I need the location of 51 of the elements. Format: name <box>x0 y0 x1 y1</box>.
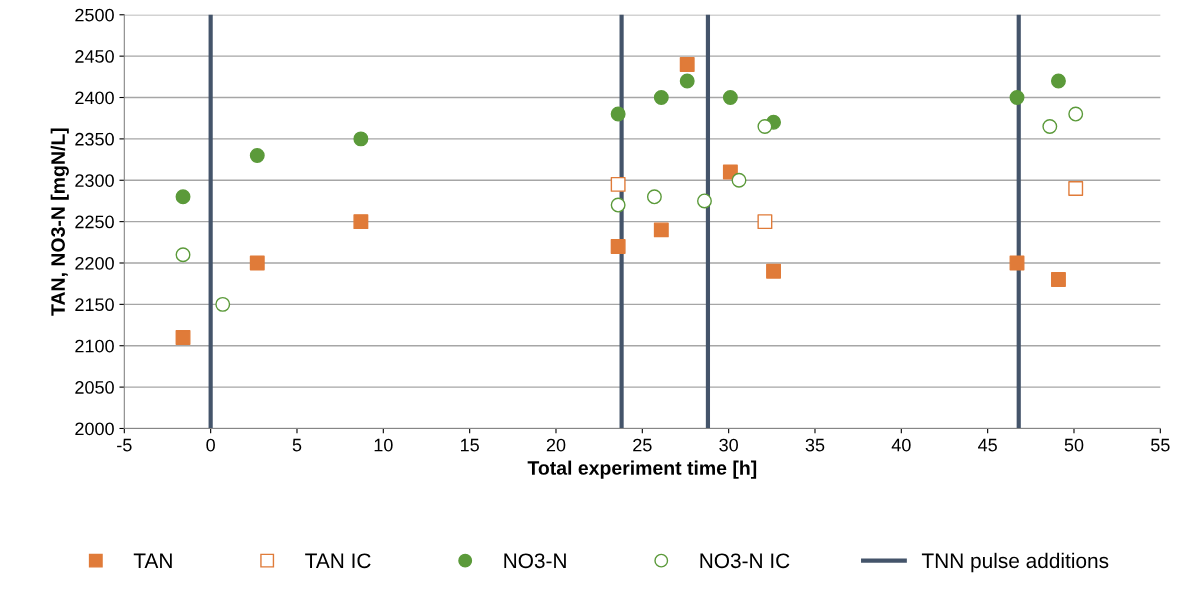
x-tick-label: 20 <box>546 438 566 452</box>
legend-label: TAN <box>133 553 172 568</box>
point <box>175 189 191 205</box>
x-tick-label: 30 <box>719 438 738 452</box>
y-tick-label: 2500 <box>75 8 114 22</box>
y-tick-label: 2000 <box>75 422 114 436</box>
x-tick-label: 45 <box>978 438 997 452</box>
point <box>1050 272 1066 288</box>
x-tick-label: 0 <box>206 438 215 452</box>
y-tick-label: 2100 <box>75 339 114 353</box>
point <box>175 329 191 345</box>
point <box>1050 73 1066 89</box>
x-tick-label: 50 <box>1064 438 1084 452</box>
point <box>679 56 695 72</box>
y-tick-label: 2450 <box>75 50 114 63</box>
x-axis-title: Total experiment time [h] <box>527 460 757 479</box>
y-axis-title: TAN, NO3-N [mgN/L] <box>50 128 69 316</box>
point <box>757 214 773 230</box>
y-tick-label: 2300 <box>75 174 114 187</box>
x-tick-label: 55 <box>1151 438 1170 452</box>
x-tick-label: 15 <box>460 438 479 452</box>
point <box>653 222 669 238</box>
point <box>249 147 265 163</box>
x-tick-label: 5 <box>292 438 302 452</box>
y-tick-label: 2400 <box>75 91 114 105</box>
legend-label: TAN IC <box>305 553 371 569</box>
x-tick-label: -5 <box>117 438 132 452</box>
y-tick-label: 2350 <box>75 132 114 146</box>
point <box>353 131 369 147</box>
x-tick-label: 10 <box>374 438 393 452</box>
legend-label: TNN pulse additions <box>921 552 1109 573</box>
point <box>353 214 369 230</box>
point <box>766 263 782 279</box>
y-tick-label: 2250 <box>75 215 114 229</box>
y-tick-label: 2200 <box>75 256 114 270</box>
y-tick-label: 2150 <box>75 298 114 312</box>
x-tick-label: 35 <box>805 438 825 452</box>
x-tick-label: 40 <box>891 438 911 452</box>
point <box>1068 181 1084 196</box>
point <box>1009 90 1025 105</box>
point <box>653 90 669 105</box>
y-tick-label: 2050 <box>75 381 114 394</box>
point <box>610 176 626 192</box>
point <box>679 73 695 89</box>
point <box>722 90 738 105</box>
x-tick-label: 25 <box>633 438 652 452</box>
legend-label: NO3-N <box>504 553 566 569</box>
legend-label: NO3-N IC <box>700 553 790 569</box>
point <box>610 106 626 122</box>
point <box>249 255 265 271</box>
point <box>610 238 626 254</box>
